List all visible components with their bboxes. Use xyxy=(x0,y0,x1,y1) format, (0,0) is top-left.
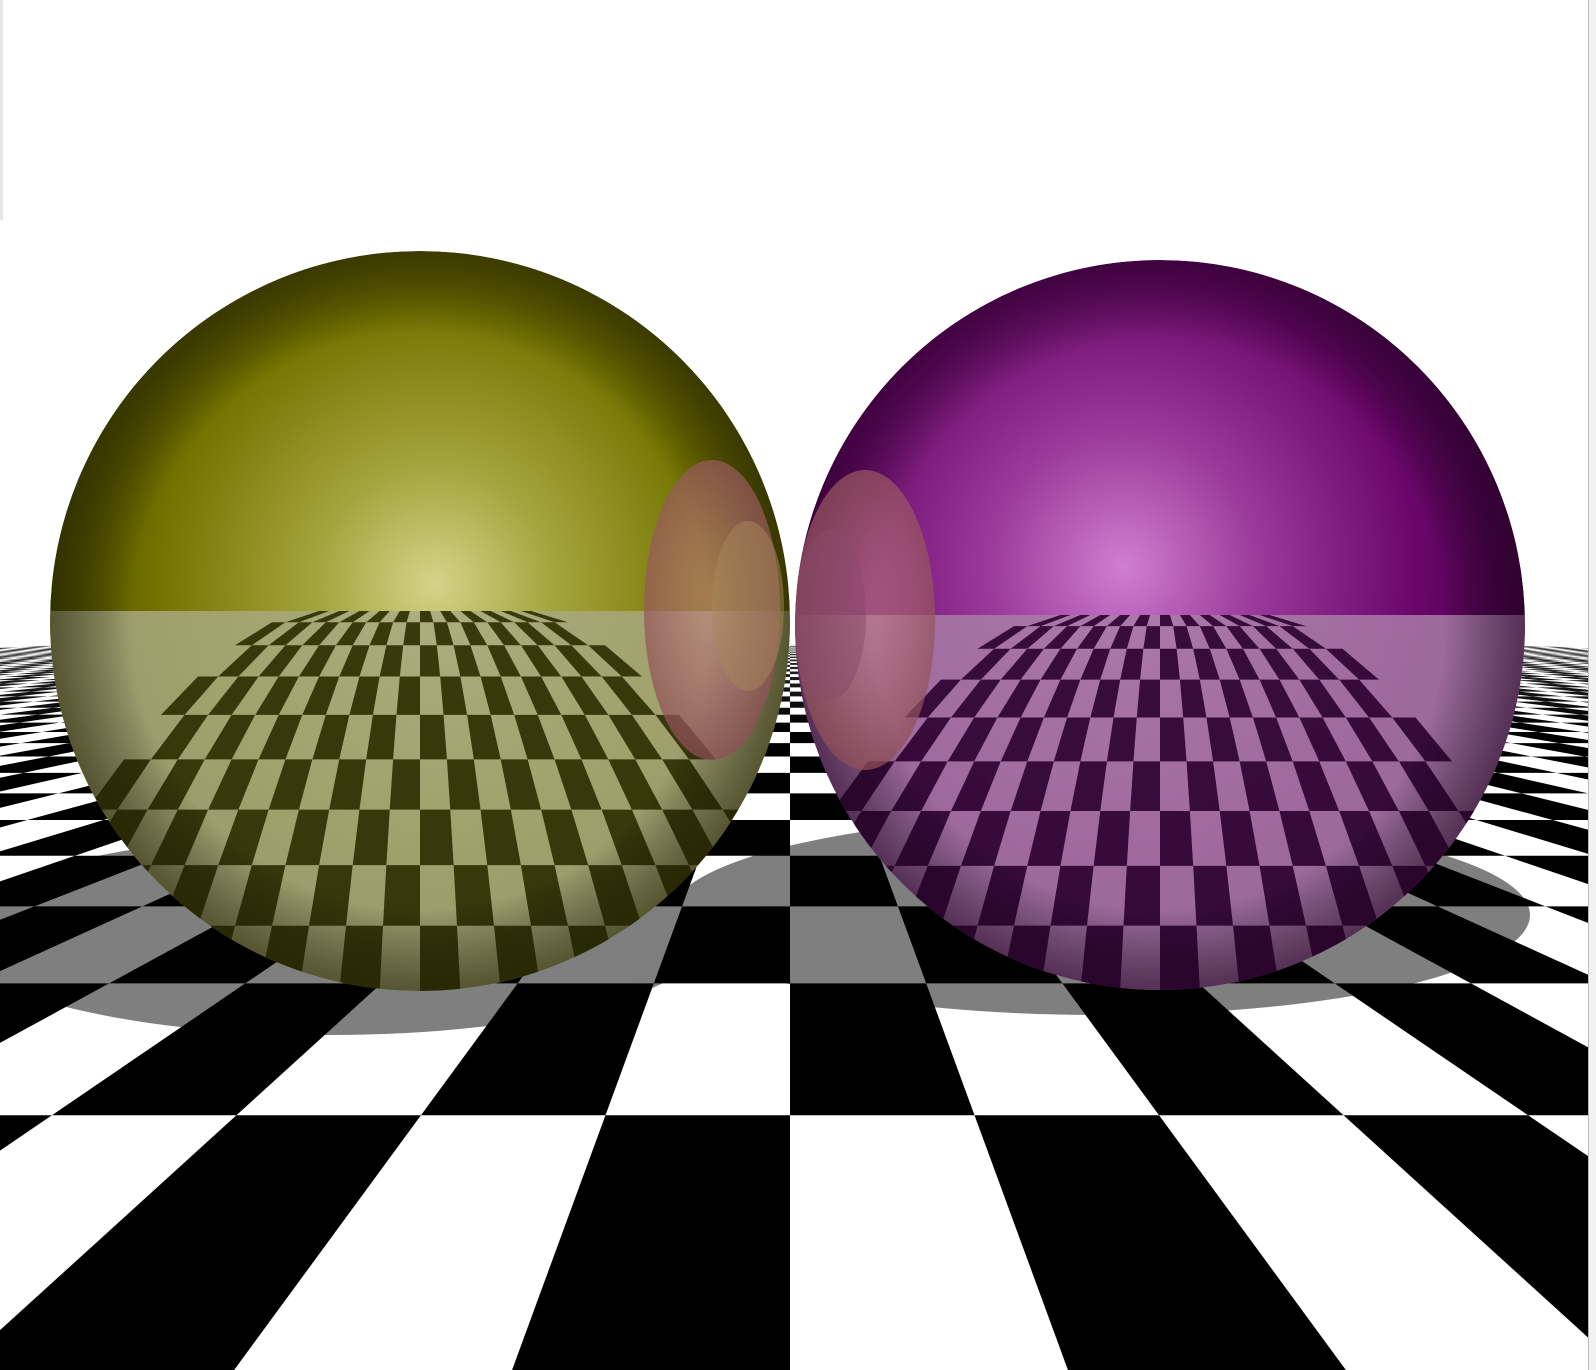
purple-sphere xyxy=(795,260,1525,990)
olive-sphere xyxy=(50,251,790,991)
right-window-edge xyxy=(1588,0,1596,1370)
left-window-edge xyxy=(0,0,3,220)
